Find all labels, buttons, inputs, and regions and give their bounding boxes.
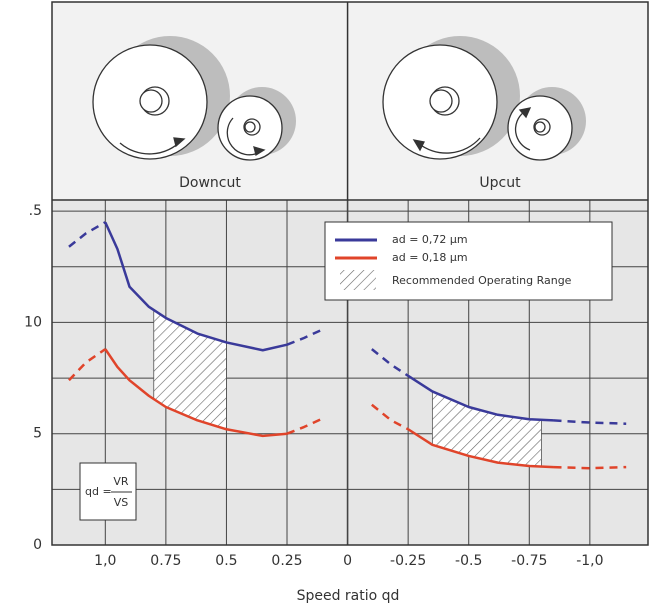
x-tick-label: 0.75	[150, 553, 181, 569]
line	[286, 416, 324, 435]
x-tick-label: 0	[343, 553, 352, 569]
line	[407, 428, 554, 469]
line	[553, 465, 627, 470]
upcut-diagram	[382, 36, 586, 161]
legend-label: ad = 0,72 µm	[392, 233, 468, 246]
x-tick-label: -1,0	[576, 553, 603, 569]
line	[407, 374, 554, 422]
formula-num: VR	[113, 475, 129, 488]
panel-label: Upcut	[479, 175, 521, 191]
x-tick-label: -0.25	[390, 553, 426, 569]
line	[286, 327, 324, 346]
x-tick-label: 0.5	[215, 553, 237, 569]
y-tick-label: .5	[29, 203, 42, 219]
downcut-diagram	[92, 36, 296, 161]
x-tick-label: -0.5	[455, 553, 482, 569]
frame	[51, 1, 649, 546]
legend-label: Recommended Operating Range	[392, 274, 572, 287]
x-tick-label: 0.25	[271, 553, 302, 569]
line	[68, 221, 106, 248]
legend-swatch	[340, 270, 376, 290]
legend-label: ad = 0,18 µm	[392, 251, 468, 264]
formula-lhs: qd =	[85, 485, 112, 498]
y-tick-label: 10	[24, 314, 42, 330]
line	[104, 348, 288, 438]
panel-label: Downcut	[179, 175, 241, 191]
x-axis-label: Speed ratio qd	[297, 588, 400, 604]
line	[553, 419, 627, 425]
x-tick-label: 1,0	[94, 553, 116, 569]
y-tick-label: 5	[33, 426, 42, 442]
y-tick-label: 0	[33, 537, 42, 553]
x-tick-label: -0.75	[511, 553, 547, 569]
line	[104, 221, 288, 352]
formula-den: VS	[114, 496, 129, 509]
